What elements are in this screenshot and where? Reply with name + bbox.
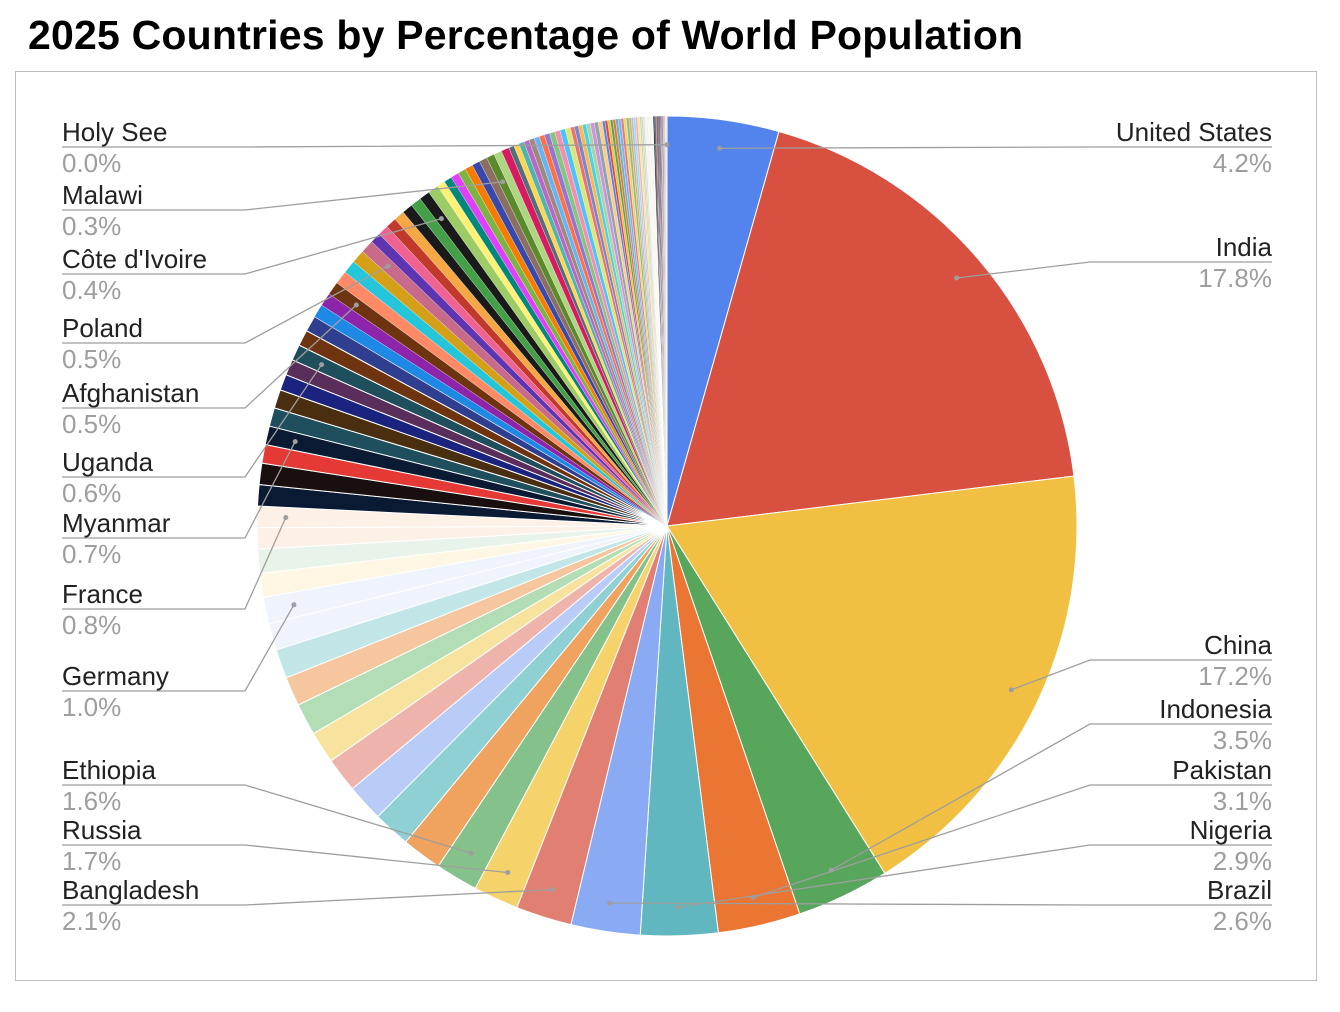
slice-label-name: France <box>62 579 143 609</box>
pie-slices <box>256 115 1078 937</box>
slice-label-name: India <box>1216 232 1273 262</box>
leader-line <box>609 902 1272 906</box>
slice-label-name: Nigeria <box>1190 815 1273 845</box>
leader-line <box>62 604 295 692</box>
slice-label-name: Germany <box>62 661 169 691</box>
slice-label-percent: 0.5% <box>62 409 121 439</box>
leader-line <box>62 265 389 344</box>
slice-label-name: Afghanistan <box>62 378 199 408</box>
leader-line <box>719 146 1272 149</box>
slice-label-percent: 0.5% <box>62 344 121 374</box>
slice-label-percent: 1.6% <box>62 786 121 816</box>
slice-label-percent: 0.4% <box>62 275 121 305</box>
leader-lines <box>62 142 1272 910</box>
leader-line <box>62 364 323 478</box>
leader-line <box>956 261 1272 279</box>
slice-label-name: Brazil <box>1207 875 1272 905</box>
slice-label-name: Pakistan <box>1172 755 1272 785</box>
leader-line <box>62 784 472 854</box>
slice-label-percent: 2.1% <box>62 906 121 936</box>
slice-label-percent: 3.5% <box>1213 725 1272 755</box>
slice-label-name: United States <box>1116 117 1272 147</box>
leader-line <box>62 144 668 148</box>
slice-label-name: Côte d'Ivoire <box>62 244 207 274</box>
slice-label-name: Ethiopia <box>62 755 156 785</box>
leader-line <box>62 181 503 211</box>
slice-label-percent: 0.0% <box>62 148 121 178</box>
slice-label-percent: 0.8% <box>62 610 121 640</box>
leader-line <box>62 517 287 610</box>
leader-line <box>62 844 508 874</box>
slice-label-percent: 1.7% <box>62 846 121 876</box>
slice-label-name: Myanmar <box>62 508 171 538</box>
chart-title: 2025 Countries by Percentage of World Po… <box>28 12 1024 58</box>
chart-frame <box>15 71 1317 981</box>
leader-line <box>62 888 553 906</box>
slice-label-percent: 0.6% <box>62 478 121 508</box>
slice-label-percent: 0.7% <box>62 539 121 569</box>
leader-line <box>62 304 357 409</box>
slice-label-name: Holy See <box>62 117 168 147</box>
slice-label-name: Poland <box>62 313 143 343</box>
leader-line <box>62 217 442 275</box>
slice-label-percent: 17.2% <box>1198 661 1272 691</box>
slice-label-name: China <box>1204 630 1272 660</box>
slice-label-percent: 3.1% <box>1213 786 1272 816</box>
slice-label-name: Russia <box>62 815 142 845</box>
pie-slice-china <box>666 475 1078 875</box>
slice-label-percent: 0.3% <box>62 211 121 241</box>
leader-line <box>752 784 1272 899</box>
slice-label-percent: 17.8% <box>1198 263 1272 293</box>
slice-label-percent: 1.0% <box>62 692 121 722</box>
leader-line <box>830 723 1272 871</box>
leader-line <box>1011 659 1272 691</box>
slice-label-percent: 2.9% <box>1213 846 1272 876</box>
slice-label-name: Indonesia <box>1159 694 1272 724</box>
slice-label-name: Malawi <box>62 180 143 210</box>
slice-label-percent: 2.6% <box>1213 906 1272 936</box>
pie-slice-india <box>666 130 1075 527</box>
slice-label-name: Uganda <box>62 447 154 477</box>
slice-label-percent: 4.2% <box>1213 148 1272 178</box>
slice-label-name: Bangladesh <box>62 875 199 905</box>
leader-line <box>678 844 1272 908</box>
leader-line <box>62 441 296 539</box>
